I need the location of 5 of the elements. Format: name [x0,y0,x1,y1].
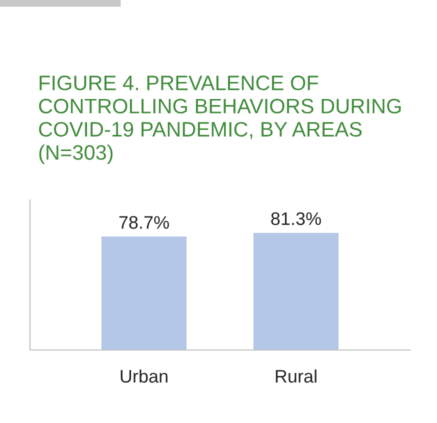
chart-title: FIGURE 4. PREVALENCE OF CONTROLLING BEHAVIORS DURING COVID-19 PANDEMIC, BY AREAS (N=303) [39,76,401,164]
x-tick-label: Rural [276,369,316,383]
data-label: 78.7% [119,216,169,229]
data-label: 81.3% [271,212,321,226]
x-tick-label: Urban [120,369,168,383]
